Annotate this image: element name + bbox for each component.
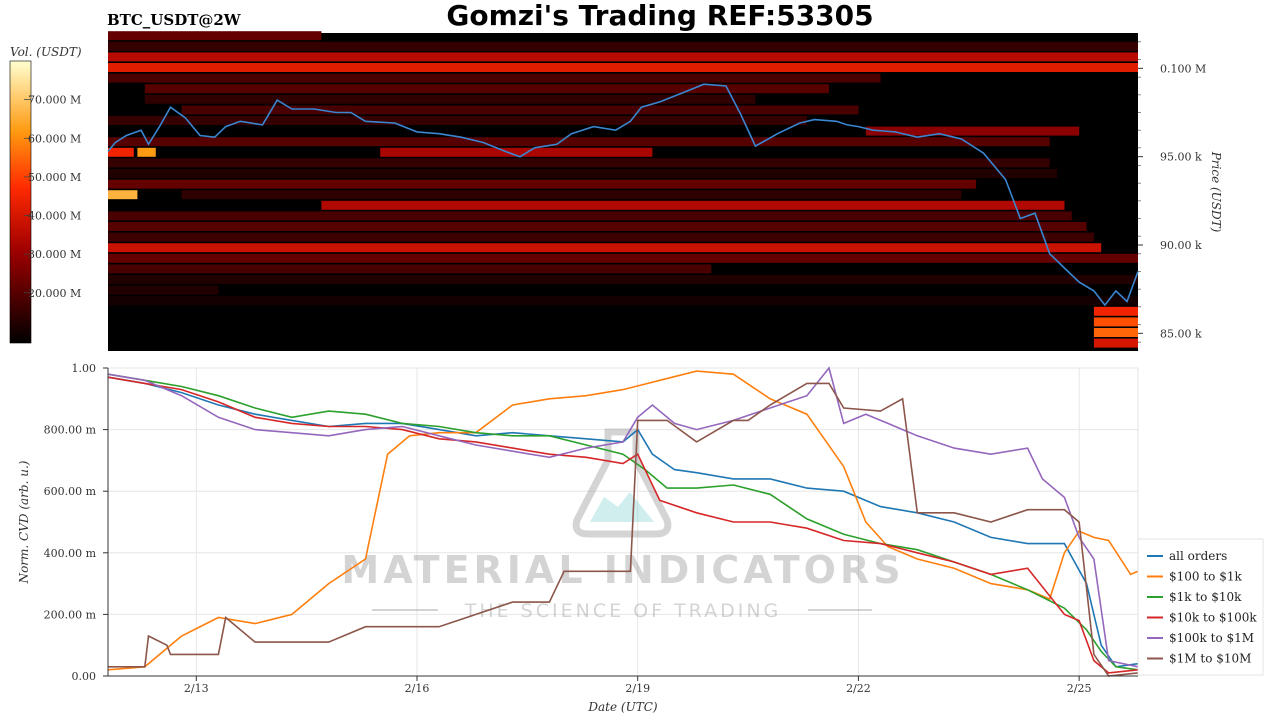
cvd-y-axis-label: Norm. CVD (arb. u.) bbox=[17, 460, 31, 584]
colorbar-label: Vol. (USDT) bbox=[10, 45, 82, 59]
heatmap-band bbox=[108, 285, 219, 295]
legend: all orders $100 to $1k $1k to $10k $10k to … bbox=[1137, 538, 1264, 676]
colorbar-tick-label: 50.000 M bbox=[28, 171, 81, 184]
heatmap-band bbox=[380, 147, 653, 157]
cvd-y-tick-label: 800.00 m bbox=[44, 424, 97, 437]
heatmap-band bbox=[181, 105, 859, 115]
cvd-panel: MATERIAL INDICATORS THE SCIENCE OF TRADI… bbox=[17, 362, 1264, 714]
legend-label: all orders bbox=[1169, 549, 1227, 563]
cvd-y-axis: 1.00 800.00 m 600.00 m 400.00 m 200.00 m 0.00 bbox=[44, 362, 109, 683]
colorbar: Vol. (USDT) 70.000 M 60.000 M 50.000 M 40.0… bbox=[9, 45, 82, 344]
heatmap-y-tick-label: 0.100 M bbox=[1160, 62, 1206, 75]
heatmap-band bbox=[1093, 328, 1138, 337]
cvd-series-line bbox=[107, 366, 1139, 668]
heatmap-band bbox=[108, 264, 712, 274]
heatmap-band bbox=[108, 211, 1072, 221]
heatmap-band bbox=[108, 31, 322, 41]
legend-label: $1M to $10M bbox=[1169, 652, 1251, 666]
colorbar-gradient bbox=[9, 60, 32, 344]
heatmap-band bbox=[108, 169, 1058, 178]
heatmap-band bbox=[1093, 306, 1138, 316]
heatmap-band bbox=[108, 232, 1094, 242]
watermark-subtitle: THE SCIENCE OF TRADING bbox=[464, 600, 782, 622]
heatmap-band bbox=[108, 275, 1138, 284]
heatmap-bands bbox=[108, 31, 1138, 348]
heatmap-band bbox=[108, 222, 1087, 231]
heatmap-band bbox=[108, 73, 881, 83]
colorbar-tick-label: 30.000 M bbox=[28, 248, 81, 261]
cvd-y-tick-label: 200.00 m bbox=[44, 608, 97, 621]
cvd-y-tick-label: 0.00 bbox=[72, 670, 97, 683]
cvd-y-tick-label: 1.00 bbox=[72, 362, 97, 375]
cvd-y-tick-label: 400.00 m bbox=[44, 547, 97, 560]
legend-label: $10k to $100k bbox=[1169, 611, 1257, 625]
cvd-plot-area bbox=[107, 367, 1139, 677]
heatmap-y-tick-label: 90.00 k bbox=[1160, 239, 1202, 252]
heatmap-band bbox=[865, 126, 1080, 136]
cvd-x-tick-label: 2/16 bbox=[405, 682, 430, 695]
flask-icon bbox=[572, 428, 672, 538]
colorbar-tick-label: 70.000 M bbox=[28, 94, 81, 107]
heatmap-band bbox=[108, 296, 1138, 306]
cvd-x-axis-label: Date (UTC) bbox=[587, 700, 657, 714]
legend-box bbox=[1137, 538, 1264, 676]
heatmap-band bbox=[108, 253, 1138, 263]
heatmap-band bbox=[1093, 338, 1138, 348]
heatmap-band bbox=[1093, 317, 1138, 327]
cvd-series-line bbox=[107, 376, 1139, 668]
cvd-x-tick-label: 2/19 bbox=[625, 682, 650, 695]
heatmap-band bbox=[108, 147, 134, 157]
heatmap-band bbox=[108, 63, 1138, 72]
cvd-series-line bbox=[107, 376, 1139, 674]
heatmap-band bbox=[321, 200, 1065, 210]
heatmap-panel: 0.100 M 95.00 k 90.00 k 85.00 k Price (USDT… bbox=[107, 31, 1223, 351]
heatmap-band bbox=[181, 190, 962, 200]
colorbar-ticks: 70.000 M 60.000 M 50.000 M 40.000 M 30.000 M… bbox=[24, 94, 81, 300]
heatmap-y-tick-label: 95.00 k bbox=[1160, 151, 1202, 164]
legend-label: $100k to $1M bbox=[1169, 631, 1254, 645]
cvd-x-axis: 2/13 2/16 2/19 2/22 2/25 bbox=[108, 675, 1138, 695]
heatmap-band bbox=[108, 52, 1138, 62]
heatmap-y-axis: 0.100 M 95.00 k 90.00 k 85.00 k bbox=[1138, 41, 1206, 343]
cvd-x-tick-label: 2/25 bbox=[1067, 682, 1092, 695]
cvd-y-tick-label: 600.00 m bbox=[44, 485, 97, 498]
heatmap-band bbox=[108, 158, 1050, 168]
chart-title: Gomzi's Trading REF:53305 bbox=[446, 0, 873, 32]
colorbar-tick-label: 20.000 M bbox=[28, 287, 81, 300]
heatmap-band bbox=[108, 243, 1102, 253]
colorbar-tick-label: 60.000 M bbox=[28, 132, 81, 145]
cvd-x-tick-label: 2/13 bbox=[184, 682, 209, 695]
watermark-title: MATERIAL INDICATORS bbox=[341, 548, 904, 592]
heatmap-y-tick-label: 85.00 k bbox=[1160, 327, 1202, 340]
cvd-series-line bbox=[107, 370, 1139, 671]
heatmap-band bbox=[108, 116, 807, 125]
legend-label: $100 to $1k bbox=[1169, 570, 1242, 584]
heatmap-band bbox=[108, 41, 1138, 51]
cvd-series-line bbox=[107, 373, 1139, 671]
heatmap-band bbox=[144, 94, 756, 104]
watermark: MATERIAL INDICATORS THE SCIENCE OF TRADI… bbox=[341, 428, 904, 622]
symbol-label: BTC_USDT@2W bbox=[107, 11, 242, 29]
colorbar-tick-label: 40.000 M bbox=[28, 210, 81, 223]
legend-label: $1k to $10k bbox=[1169, 590, 1242, 604]
heatmap-y-axis-label: Price (USDT) bbox=[1209, 151, 1223, 233]
heatmap-band bbox=[108, 179, 977, 189]
heatmap-band bbox=[137, 147, 156, 157]
cvd-series-line bbox=[108, 382, 1139, 677]
heatmap-band bbox=[144, 84, 830, 94]
cvd-lines bbox=[107, 366, 1139, 677]
heatmap-band bbox=[108, 190, 138, 200]
heatmap-band bbox=[108, 137, 1050, 147]
cvd-x-tick-label: 2/22 bbox=[846, 682, 871, 695]
price-line bbox=[107, 83, 1139, 307]
